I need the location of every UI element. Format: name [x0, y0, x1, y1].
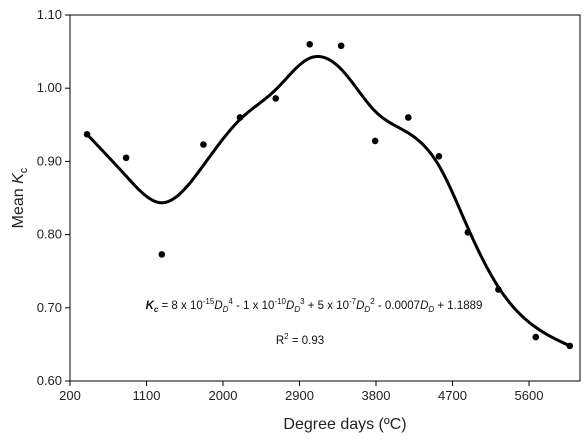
x-axis: 200 1100 2000 2900 3800 4700 5600 [59, 381, 543, 403]
data-point [495, 286, 502, 293]
eq-t1: = 8 x 10 [158, 300, 202, 312]
x-tick-label: 1100 [133, 388, 161, 403]
y-tick-label: 0.90 [37, 153, 62, 168]
data-point [435, 152, 443, 160]
eq-d4: D [420, 300, 428, 312]
eq-ds4: D [428, 305, 434, 314]
data-point [306, 40, 314, 48]
data-point [371, 137, 379, 145]
eq-t4: - 0.0007 [375, 300, 420, 312]
plot-frame [69, 14, 581, 382]
eq-p3: 2 [370, 297, 375, 306]
eq-e3: -7 [349, 297, 357, 306]
eq-e2: -10 [274, 297, 286, 306]
eq-ds1: D [223, 305, 229, 314]
r2-sup: 2 [284, 332, 289, 341]
r-squared: R2 = 0.93 [276, 332, 324, 347]
y-tick-label: 0.80 [37, 227, 62, 242]
data-point [83, 131, 91, 138]
regression-equation: Kc = 8 x 10-15DD4 - 1 x 10-10DD3 + 5 x 1… [146, 297, 483, 314]
eq-ds2: D [294, 305, 300, 314]
y-tick-label: 1.10 [37, 7, 62, 22]
eq-d3: D [356, 300, 364, 312]
eq-t3: + 5 x 10 [305, 300, 349, 312]
eq-d2: D [286, 300, 294, 312]
y-tick-label: 0.70 [37, 300, 62, 315]
data-point [405, 114, 412, 121]
x-axis-title: Degree days (ºC) [283, 416, 406, 433]
r2-rest: = 0.93 [289, 335, 325, 347]
x-tick-label: 3800 [362, 388, 391, 403]
y-tick-label: 1.00 [37, 80, 62, 95]
data-point [337, 42, 345, 50]
data-point [236, 114, 244, 121]
y-tick-label: 0.60 [37, 373, 62, 388]
eq-t2: - 1 x 10 [233, 300, 275, 312]
eq-p1: 4 [228, 297, 233, 306]
eq-lhs-sub: c [154, 305, 159, 314]
y-axis: 0.60 0.70 0.80 0.90 1.00 1.10 [37, 7, 70, 388]
y-axis-title-sub: c [18, 167, 30, 173]
x-tick-label: 4700 [438, 388, 467, 403]
y-axis-title-var: K [10, 172, 27, 184]
data-point [532, 333, 540, 341]
data-point [122, 154, 130, 162]
x-tick-label: 2900 [285, 388, 314, 403]
eq-t5: + 1.1889 [434, 300, 482, 312]
data-points [83, 40, 574, 350]
data-point [464, 229, 472, 236]
data-point [200, 141, 207, 148]
eq-lhs-var: K [146, 300, 155, 312]
r2-base: R [276, 335, 284, 347]
y-axis-title: Mean Kc [10, 167, 30, 228]
data-point [566, 342, 574, 350]
trendline [85, 54, 571, 348]
y-axis-title-main: Mean [10, 184, 27, 228]
eq-d1: D [214, 300, 222, 312]
eq-p2: 3 [300, 297, 305, 306]
data-point [272, 95, 280, 102]
data-point [158, 251, 166, 258]
x-tick-label: 5600 [515, 388, 544, 403]
x-tick-label: 200 [59, 388, 81, 403]
eq-ds3: D [364, 305, 370, 314]
eq-e1: -15 [203, 297, 215, 306]
x-tick-label: 2000 [209, 388, 238, 403]
